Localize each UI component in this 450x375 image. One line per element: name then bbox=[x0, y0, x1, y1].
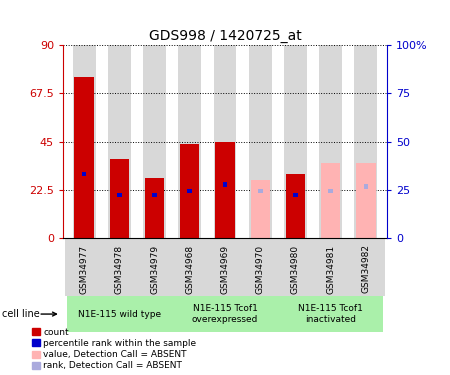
Bar bbox=[74, 77, 94, 238]
Text: N1E-115 wild type: N1E-115 wild type bbox=[78, 310, 161, 319]
Bar bbox=[108, 45, 131, 238]
Title: GDS998 / 1420725_at: GDS998 / 1420725_at bbox=[148, 28, 302, 43]
Bar bbox=[319, 45, 342, 238]
Bar bbox=[223, 182, 227, 187]
Bar bbox=[178, 45, 201, 238]
Bar bbox=[284, 45, 307, 238]
Bar bbox=[117, 193, 122, 197]
Bar bbox=[328, 189, 333, 193]
Bar bbox=[82, 172, 86, 176]
Bar bbox=[355, 45, 377, 238]
Bar bbox=[145, 178, 164, 238]
Bar bbox=[356, 163, 376, 238]
Bar bbox=[214, 45, 236, 238]
Legend: count, percentile rank within the sample, value, Detection Call = ABSENT, rank, : count, percentile rank within the sample… bbox=[32, 328, 196, 370]
Bar bbox=[73, 45, 95, 238]
Bar bbox=[143, 45, 166, 238]
Bar bbox=[258, 189, 262, 193]
Bar bbox=[321, 163, 340, 238]
Text: N1E-115 Tcof1
overexpressed: N1E-115 Tcof1 overexpressed bbox=[192, 304, 258, 324]
Bar bbox=[152, 193, 157, 197]
Bar bbox=[251, 180, 270, 238]
Text: cell line: cell line bbox=[2, 309, 40, 319]
Bar bbox=[180, 144, 199, 238]
Bar bbox=[249, 45, 272, 238]
Bar bbox=[215, 142, 235, 238]
Bar bbox=[188, 189, 192, 193]
Bar bbox=[110, 159, 129, 238]
Bar bbox=[286, 174, 305, 238]
Text: N1E-115 Tcof1
inactivated: N1E-115 Tcof1 inactivated bbox=[298, 304, 363, 324]
Bar bbox=[364, 184, 368, 189]
Bar bbox=[293, 193, 298, 197]
